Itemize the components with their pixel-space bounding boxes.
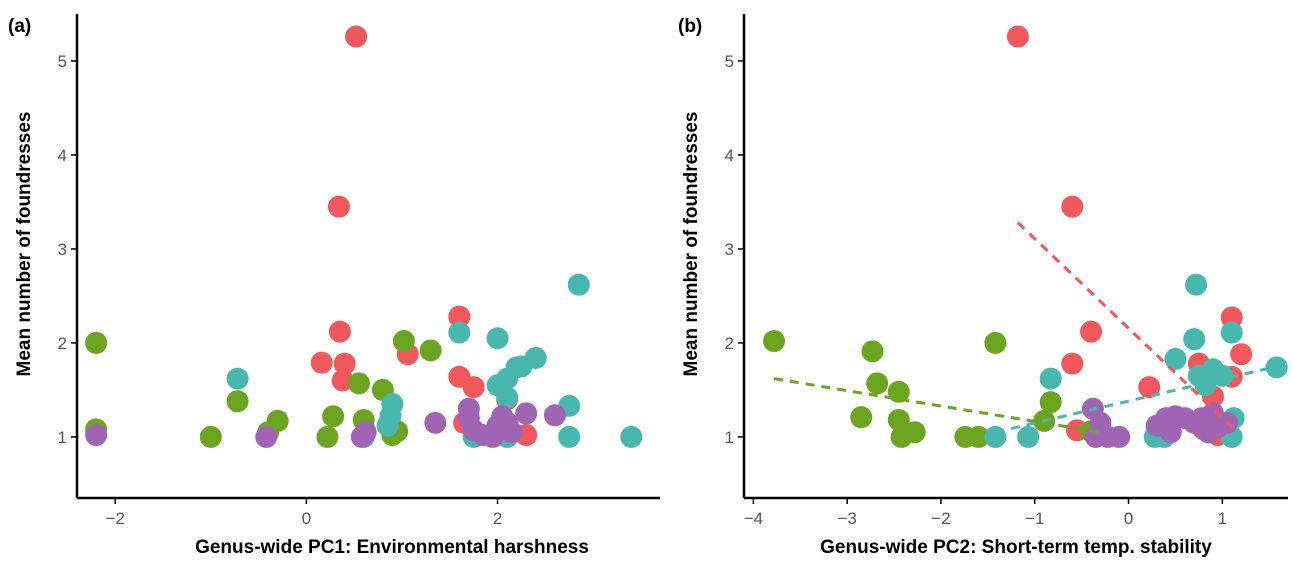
panel-b-point-red-0	[1006, 25, 1029, 48]
panel-a-point-red-5	[331, 369, 354, 392]
panel-a-point-teal-4	[379, 405, 402, 428]
panel-a-point-purple-13	[500, 421, 523, 444]
panel-a-point-purple-3	[350, 425, 373, 448]
panel-b-point-green-5	[887, 408, 910, 431]
panel-b-label: (b)	[678, 16, 702, 37]
panel-b-point-green-10	[984, 331, 1007, 354]
panel-b-point-green-2	[866, 372, 889, 395]
panel-a-point-teal-5	[448, 321, 471, 344]
panel-a-point-purple-4	[424, 411, 447, 434]
panel-b-point-teal-5	[1164, 347, 1187, 370]
panel-a: (a) Mean number of foundresses Genus-wid…	[8, 14, 660, 558]
panel-a-xtick-label--2: −2	[106, 509, 125, 528]
panel-a-point-purple-15	[543, 404, 566, 427]
panel-b-point-purple-4	[1108, 425, 1131, 448]
panel-a-point-red-3	[310, 351, 333, 374]
panel-a-point-green-5	[266, 409, 289, 432]
panel-a-xlabel: Genus-wide PC1: Environmental harshness	[195, 537, 589, 558]
panel-a-point-green-13	[392, 330, 415, 353]
panel-a-point-green-6	[316, 425, 339, 448]
panel-b-ytick-label-2: 2	[725, 334, 734, 353]
panel-b-xlabel: Genus-wide PC2: Short-term temp. stabili…	[820, 537, 1212, 558]
panel-b-marks	[763, 25, 1288, 448]
panel-a-point-teal-13	[567, 273, 590, 296]
panel-b-xtick-label-0: 0	[1124, 509, 1133, 528]
panel-b-ytick-label-4: 4	[725, 146, 734, 165]
panel-a-point-purple-0	[85, 424, 108, 447]
panel-a-xtick-label-0: 0	[302, 509, 311, 528]
panel-b-axes: 1 2 3 4 5 −4 −3 −2 −1 0 1	[725, 14, 1288, 528]
panel-b-trend-teal	[995, 364, 1278, 434]
panel-a-point-red-1	[327, 195, 350, 218]
panel-b-point-red-5	[1220, 306, 1243, 329]
panel-a-ytick-label-4: 4	[58, 146, 67, 165]
panel-a-axes: 1 2 3 4 5 −2 0 2	[58, 14, 660, 528]
panel-a-point-green-0	[85, 331, 108, 354]
panel-b-xtick-label--1: −1	[1025, 509, 1044, 528]
panel-b-point-green-9	[967, 425, 990, 448]
panel-b-point-green-1	[861, 340, 884, 363]
panel-a-label: (a)	[8, 16, 31, 37]
panel-b-point-green-11	[1039, 391, 1062, 414]
panel-a-point-red-4	[333, 352, 356, 375]
panel-b-point-green-0	[763, 330, 786, 353]
panel-a-point-teal-0	[226, 367, 249, 390]
panel-b-point-red-4	[1138, 376, 1161, 399]
panel-b-trend-red	[1016, 221, 1238, 433]
panel-a-ylabel: Mean number of foundresses	[14, 112, 35, 377]
panel-b-point-teal-7	[1183, 328, 1206, 351]
panel-a-point-teal-6	[486, 327, 509, 350]
panel-b-xtick-label-1: 1	[1218, 509, 1227, 528]
panel-a-point-red-2	[328, 320, 351, 343]
panel-a-ytick-label-3: 3	[58, 240, 67, 259]
panel-a-point-teal-15	[558, 425, 581, 448]
panel-a-marks	[85, 25, 643, 448]
panel-b-point-teal-6	[1185, 273, 1208, 296]
panel-a-point-purple-1	[255, 425, 278, 448]
panel-b-ytick-label-5: 5	[725, 52, 734, 71]
panel-a-point-red-0	[345, 25, 368, 48]
panel-a-ytick-label-2: 2	[58, 334, 67, 353]
panel-a-point-teal-16	[620, 425, 643, 448]
panel-b-point-green-4	[850, 406, 873, 429]
panel-b-xtick-label--4: −4	[744, 509, 763, 528]
panel-a-point-green-7	[322, 405, 345, 428]
panel-a-point-red-7	[448, 305, 471, 328]
panel-a-point-purple-14	[515, 402, 538, 425]
panel-a-point-green-8	[347, 372, 370, 395]
panel-b: (b) Mean number of foundresses Genus-wid…	[678, 14, 1288, 558]
panel-a-point-red-9	[462, 376, 485, 399]
panel-a-ytick-label-1: 1	[58, 428, 67, 447]
panel-b-trend-green	[773, 377, 1101, 434]
panel-a-point-green-3	[226, 390, 249, 413]
panel-b-xtick-label--2: −2	[931, 509, 950, 528]
panel-b-ytick-label-3: 3	[725, 240, 734, 259]
panel-a-point-green-14	[419, 339, 442, 362]
panel-a-point-green-2	[199, 425, 222, 448]
panel-b-point-teal-2	[1039, 367, 1062, 390]
panel-b-point-green-7	[903, 421, 926, 444]
panel-b-point-red-6	[1230, 343, 1253, 366]
panel-b-point-teal-12	[1220, 321, 1243, 344]
panel-b-point-teal-1	[1017, 425, 1040, 448]
panel-b-point-red-2	[1080, 320, 1103, 343]
panel-a-point-teal-12	[496, 386, 519, 409]
panel-a-ytick-label-5: 5	[58, 52, 67, 71]
panel-b-ylabel: Mean number of foundresses	[681, 112, 702, 377]
panel-b-xtick-label--3: −3	[837, 509, 856, 528]
panel-a-point-teal-11	[524, 346, 547, 369]
panel-b-point-red-3	[1061, 352, 1084, 375]
panel-a-xtick-label-2: 2	[493, 509, 502, 528]
panel-b-point-red-1	[1061, 195, 1084, 218]
panel-b-ytick-label-1: 1	[725, 428, 734, 447]
